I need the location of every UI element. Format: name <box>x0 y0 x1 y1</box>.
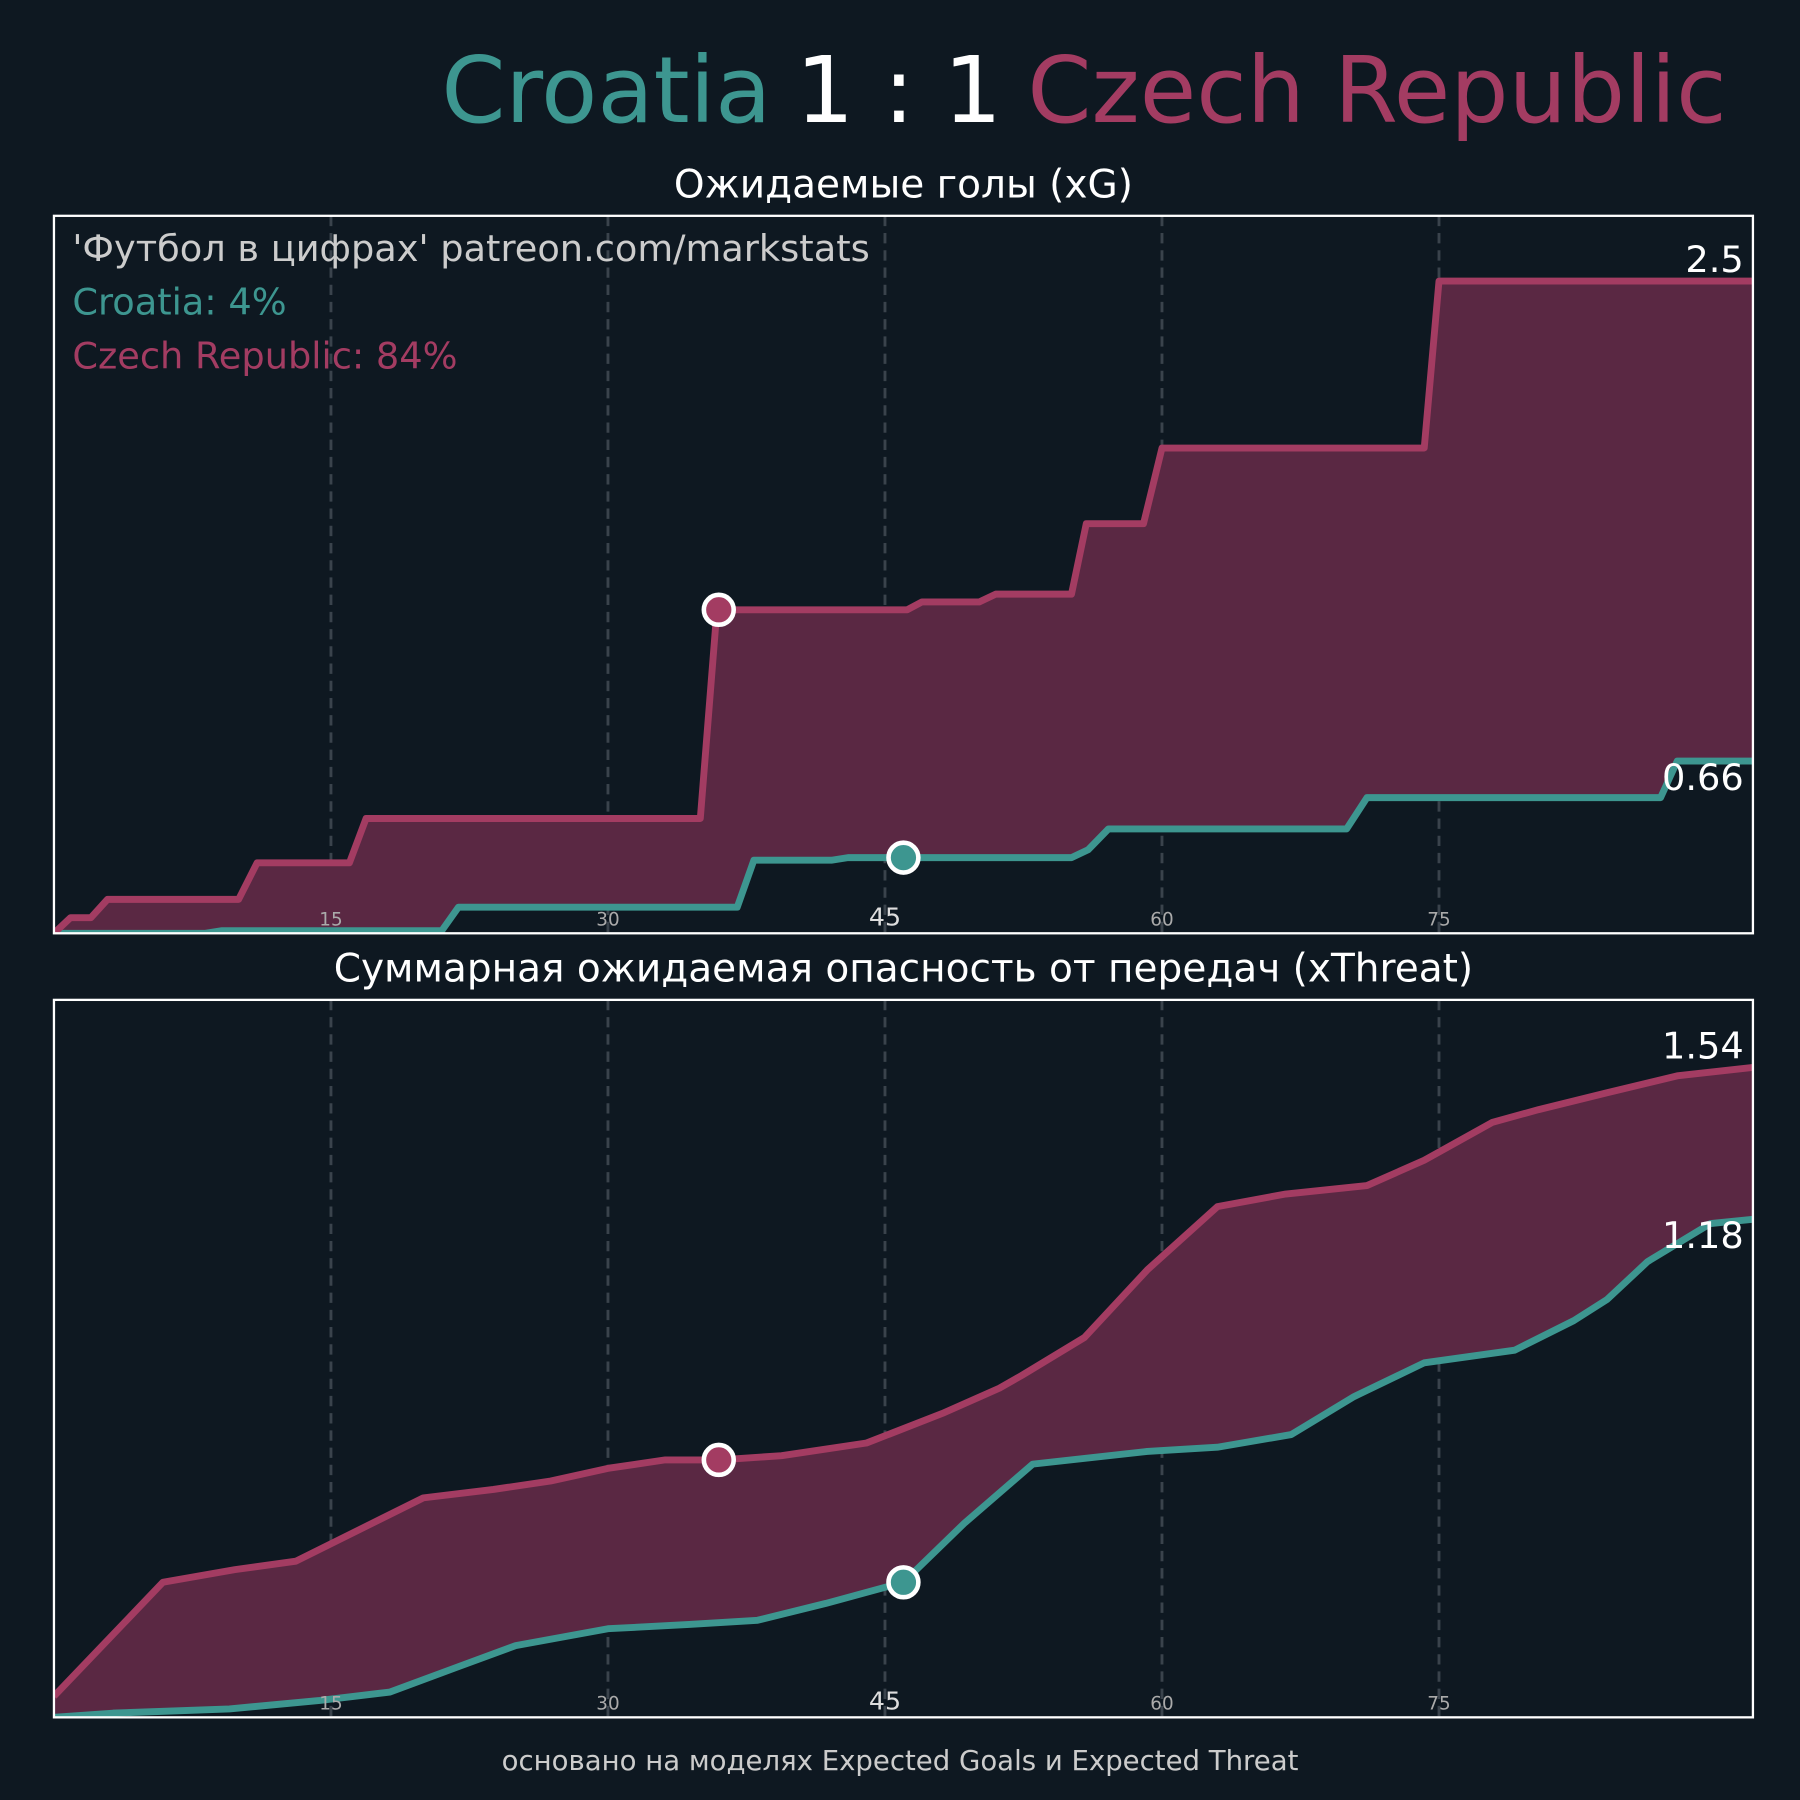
x-tick-label: 30 <box>596 910 619 931</box>
annotation: Croatia: 4% <box>72 281 286 324</box>
gap-area <box>53 281 1753 934</box>
plot-frame <box>52 214 1755 935</box>
end-value-label: 0.66 <box>1662 756 1744 799</box>
plot-area <box>53 999 1753 1718</box>
x-tick-label: 45 <box>869 902 901 931</box>
goal-marker <box>886 1565 921 1600</box>
x-tick-label: 30 <box>596 1694 619 1715</box>
goal-marker <box>886 840 921 875</box>
x-tick-label: 15 <box>319 910 342 931</box>
chart-title: Ожидаемые голы (xG) <box>674 163 1133 208</box>
annotation: 'Футбол в цифрах' patreon.com/markstats <box>72 227 869 270</box>
end-value-label: 1.18 <box>1662 1214 1744 1257</box>
x-tick-label: 75 <box>1427 1694 1450 1715</box>
goal-marker <box>701 1442 736 1478</box>
series-line <box>53 1063 1753 1699</box>
x-tick-label: 15 <box>319 1694 342 1715</box>
series-line <box>53 1215 1753 1718</box>
chart-title: Суммарная ожидаемая опасность от передач… <box>334 947 1473 992</box>
x-tick-label: 60 <box>1150 1694 1173 1715</box>
series-line <box>53 757 1753 934</box>
away-team: Czech Republic <box>1027 37 1726 144</box>
score: 1 : 1 <box>796 37 1002 144</box>
x-tick-label: 75 <box>1427 910 1450 931</box>
x-tick-label: 45 <box>869 1686 901 1715</box>
gap-area <box>53 1067 1753 1718</box>
plot-area <box>53 215 1753 934</box>
series-line <box>53 277 1753 934</box>
plot-frame <box>52 998 1755 1719</box>
goal-marker <box>701 592 736 627</box>
home-team: Croatia <box>441 37 771 144</box>
end-value-label: 2.5 <box>1685 238 1743 281</box>
footnote: основано на моделях Expected Goals и Exp… <box>502 1745 1299 1777</box>
annotation: Czech Republic: 84% <box>72 335 457 378</box>
end-value-label: 1.54 <box>1662 1024 1744 1067</box>
x-tick-label: 60 <box>1150 910 1173 931</box>
